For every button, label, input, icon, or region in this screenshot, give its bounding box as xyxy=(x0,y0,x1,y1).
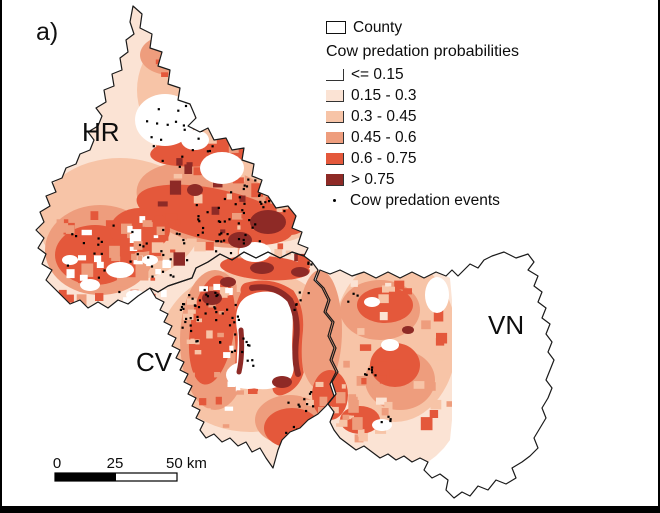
scale-tick-25: 25 xyxy=(107,455,124,472)
scale-bar-left-half xyxy=(55,473,116,481)
class-swatch-icon xyxy=(326,131,344,144)
legend-class-label: 0.3 - 0.45 xyxy=(351,107,417,125)
legend-events-label: Cow predation events xyxy=(350,191,500,209)
legend-class-row: 0.6 - 0.75 xyxy=(326,148,519,169)
map-legend: County Cow predation probabilities <= 0.… xyxy=(326,17,519,211)
scale-tick-0: 0 xyxy=(53,455,61,472)
county-outline-cv xyxy=(149,251,337,469)
scale-tick-50: 50 km xyxy=(166,455,207,472)
legend-county-label: County xyxy=(353,18,403,36)
legend-class-label: <= 0.15 xyxy=(351,65,404,83)
class-swatch-icon xyxy=(326,89,344,102)
legend-class-row: 0.3 - 0.45 xyxy=(326,106,519,127)
panel-label: a) xyxy=(36,18,59,46)
legend-class-label: 0.6 - 0.75 xyxy=(351,149,417,167)
legend-class-label: 0.45 - 0.6 xyxy=(351,128,417,146)
class-swatch-icon xyxy=(326,68,344,81)
legend-title: Cow predation probabilities xyxy=(326,43,519,60)
legend-events-row: Cow predation events xyxy=(326,190,519,211)
region-label-hr: HR xyxy=(82,117,120,147)
legend-class-label: 0.15 - 0.3 xyxy=(351,86,417,104)
county-outline-vn xyxy=(315,251,555,499)
legend-class-row: 0.15 - 0.3 xyxy=(326,85,519,106)
raster-class-6 xyxy=(187,113,414,388)
scale-bar: 0 25 50 km xyxy=(53,455,207,482)
event-dot-icon xyxy=(326,199,343,202)
legend-class-label: > 0.75 xyxy=(351,170,395,188)
class-swatch-icon xyxy=(326,173,344,186)
county-outlines xyxy=(35,5,555,499)
class-swatch-icon xyxy=(326,110,344,123)
region-label-vn: VN xyxy=(488,310,524,340)
region-label-cv: CV xyxy=(136,347,173,377)
county-swatch-icon xyxy=(326,21,346,34)
class-swatch-icon xyxy=(326,152,344,165)
legend-county-row: County xyxy=(326,17,519,38)
legend-class-row: > 0.75 xyxy=(326,169,519,190)
legend-class-row: <= 0.15 xyxy=(326,64,519,85)
legend-class-row: 0.45 - 0.6 xyxy=(326,127,519,148)
